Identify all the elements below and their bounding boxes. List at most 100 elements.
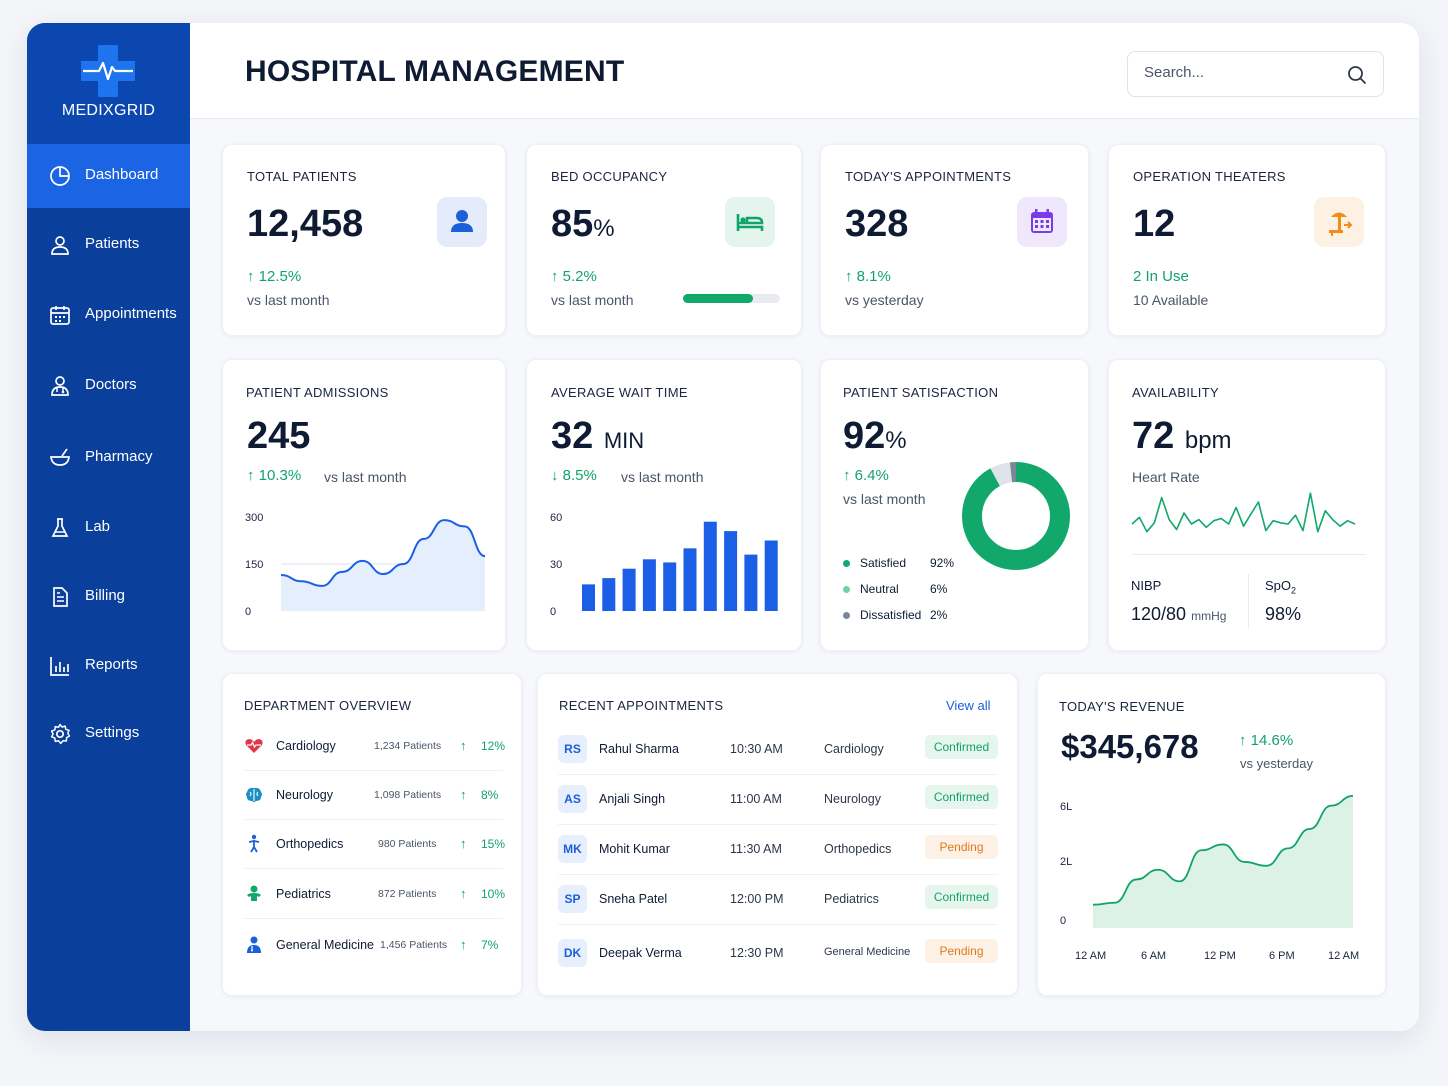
search-box[interactable]: [1127, 51, 1384, 97]
card-title: AVAILABILITY: [1132, 385, 1219, 400]
calendar-icon: [1031, 209, 1053, 233]
header: HOSPITAL MANAGEMENT: [190, 23, 1419, 119]
sidebar-item-appointments[interactable]: Appointments: [27, 283, 190, 347]
department-change: 7%: [481, 938, 499, 952]
x-tick-label: 12 AM: [1075, 950, 1106, 962]
page-title: HOSPITAL MANAGEMENT: [245, 55, 625, 88]
theaters-value: 12: [1133, 203, 1176, 245]
spo2-label: SpO2: [1265, 578, 1296, 596]
x-tick-label: 12 PM: [1204, 950, 1236, 962]
y-tick-label: 30: [550, 559, 562, 571]
bed-occupancy-card[interactable]: BED OCCUPANCY 85% ↑ 5.2% vs last month: [526, 144, 802, 336]
app-name: MEDIXGRID: [61, 102, 156, 119]
sidebar-item-patients[interactable]: Patients: [27, 213, 190, 277]
bar: [683, 548, 697, 611]
divider: [244, 819, 503, 820]
spo2-subscript: 2: [1291, 585, 1297, 596]
bed-icon: [736, 214, 764, 231]
department-name: Pediatrics: [276, 887, 331, 901]
note: vs yesterday: [845, 292, 924, 308]
sidebar-item-dashboard[interactable]: Dashboard: [27, 144, 190, 208]
legend-value: 2%: [930, 608, 948, 622]
card-title: DEPARTMENT OVERVIEW: [244, 698, 412, 713]
heart-rate-label: Heart Rate: [1132, 469, 1200, 485]
patient-name: Anjali Singh: [599, 792, 666, 806]
operation-theaters-card[interactable]: OPERATION THEATERS 12 2 In Use 10 Availa…: [1108, 144, 1386, 336]
department-change: 12%: [481, 739, 506, 753]
appointment-department: General Medicine: [824, 946, 911, 958]
surgery-lamp-icon-box: [1314, 197, 1364, 247]
value: 92: [843, 415, 886, 457]
patient-name: Mohit Kumar: [599, 842, 670, 856]
sidebar-item-billing[interactable]: Billing: [27, 565, 190, 629]
department-name: Neurology: [276, 788, 333, 802]
y-tick-label: 60: [550, 512, 562, 524]
change: 8.5%: [562, 467, 597, 484]
sidebar-item-reports[interactable]: Reports: [27, 634, 190, 698]
y-tick-label: 150: [245, 559, 263, 571]
sidebar-item-doctors[interactable]: Doctors: [27, 354, 190, 418]
note: vs last month: [843, 491, 926, 507]
revenue-value: $345,678: [1061, 728, 1199, 765]
search-input[interactable]: [1144, 64, 1334, 81]
bar: [744, 554, 758, 611]
trend: ↑ 12.5%: [247, 268, 301, 285]
status-badge: Confirmed: [925, 885, 998, 909]
note: vs last month: [551, 292, 634, 308]
bed-icon-box: [725, 197, 775, 247]
sidebar-item-label: Pharmacy: [85, 448, 153, 465]
department-change: 10%: [481, 887, 506, 901]
availability-card[interactable]: AVAILABILITY 72 bpm Heart Rate NIBP 120/…: [1108, 359, 1386, 651]
note: vs last month: [324, 469, 407, 485]
change: 5.2%: [562, 268, 597, 285]
card-title: TODAY'S APPOINTMENTS: [845, 169, 1012, 184]
legend-dot: [843, 560, 850, 567]
nibp-label: NIBP: [1131, 578, 1162, 593]
trend: ↑ 10.3%: [247, 467, 301, 484]
sidebar-item-label: Settings: [85, 724, 140, 741]
area-fill: [1093, 795, 1353, 928]
note: vs last month: [621, 469, 704, 485]
satisfaction-donut-chart: [962, 462, 1070, 570]
department-patients: 872 Patients: [378, 888, 437, 900]
arrow-up-icon: ↑: [460, 836, 467, 851]
status-badge: Pending: [925, 939, 998, 963]
arrow-up-icon: ↑: [460, 937, 467, 952]
value: 72: [1132, 415, 1175, 457]
occupancy-progress-fill: [683, 294, 753, 303]
bar: [642, 559, 656, 611]
logo[interactable]: MEDIXGRID: [27, 23, 190, 144]
department-overview-card: DEPARTMENT OVERVIEW Cardiology 1,234 Pati…: [222, 673, 522, 996]
legend-label: Satisfied: [860, 556, 907, 570]
sidebar-item-lab[interactable]: Lab: [27, 496, 190, 560]
department-patients: 1,234 Patients: [374, 740, 442, 752]
sidebar-item-pharmacy[interactable]: Pharmacy: [27, 426, 190, 490]
heart-rate-line-chart: [1131, 492, 1356, 533]
appointments-card[interactable]: TODAY'S APPOINTMENTS 328 ↑ 8.1% vs yeste…: [820, 144, 1089, 336]
status-badge: Confirmed: [925, 785, 998, 809]
patient-admissions-card[interactable]: PATIENT ADMISSIONS 245 ↑ 10.3% vs last m…: [222, 359, 506, 651]
series-line: [1092, 794, 1354, 906]
avatar-initials: DK: [558, 939, 587, 967]
card-title: BED OCCUPANCY: [551, 169, 668, 184]
appointment-department: Neurology: [824, 792, 881, 806]
revenue-card[interactable]: TODAY'S REVENUE $345,678 ↑ 14.6% vs yest…: [1037, 673, 1386, 996]
satisfaction-card[interactable]: PATIENT SATISFACTION 92% ↑ 6.4% vs last …: [820, 359, 1089, 651]
wait-time-card[interactable]: AVERAGE WAIT TIME 32 MIN ↓ 8.5% vs last …: [526, 359, 802, 651]
bed-occupancy-value: 85%: [551, 203, 615, 246]
appointment-time: 12:00 PM: [730, 892, 784, 906]
note: vs last month: [247, 292, 330, 308]
sidebar-item-label: Patients: [85, 235, 140, 252]
bar: [663, 562, 677, 611]
view-all-link[interactable]: View all: [946, 698, 991, 713]
arrow-up-icon: ↑: [843, 467, 851, 484]
baby-icon: [247, 885, 261, 901]
bar: [764, 540, 778, 611]
search-icon[interactable]: [1347, 65, 1367, 85]
total-patients-card[interactable]: TOTAL PATIENTS 12,458 ↑ 12.5% vs last mo…: [222, 144, 506, 336]
divider: [558, 874, 998, 875]
sidebar-item-settings[interactable]: Settings: [27, 702, 190, 766]
theaters-in-use: 2 In Use: [1133, 268, 1189, 285]
trend: ↑ 6.4%: [843, 467, 889, 484]
avatar-initials: AS: [558, 785, 587, 813]
